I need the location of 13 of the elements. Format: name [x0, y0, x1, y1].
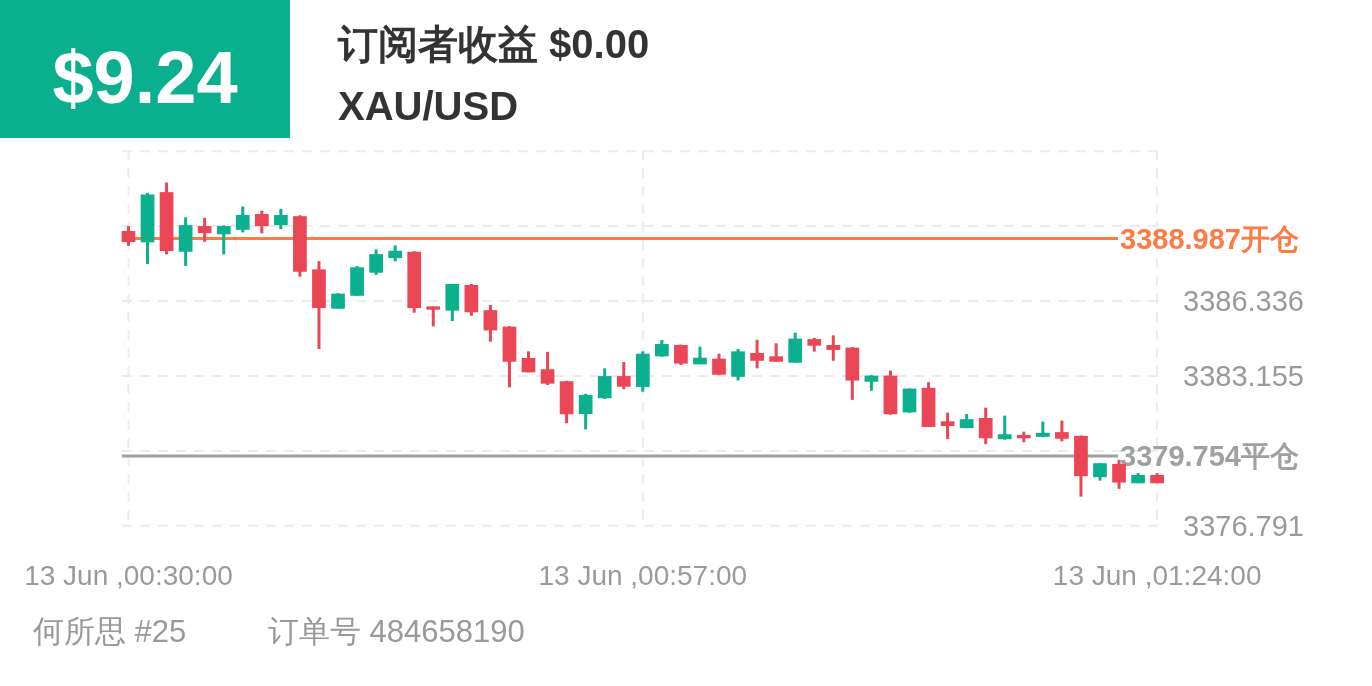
x-tick-label: 13 Jun ,00:57:00 [538, 560, 748, 591]
text: $9.24 [52, 36, 238, 119]
y-tick-label: 3386.336 [1183, 285, 1304, 318]
text: 何所思 #25 [33, 614, 187, 649]
x-tick-label: 13 Jun ,00:30:00 [24, 560, 233, 591]
x-tick-label: 13 Jun ,01:24:00 [1052, 560, 1262, 591]
chart-title: 订阅者收益 $0.00 [337, 22, 650, 66]
ref-line-label: 3388.987开仓 [1120, 222, 1299, 255]
chart-subtitle: XAU/USD [338, 84, 519, 128]
ref-line-label: 3379.754平仓 [1120, 440, 1299, 473]
y-tick-label: 3383.155 [1183, 359, 1304, 392]
y-tick-label: 3376.791 [1183, 509, 1304, 542]
text: 订单号 484658190 [268, 614, 525, 649]
